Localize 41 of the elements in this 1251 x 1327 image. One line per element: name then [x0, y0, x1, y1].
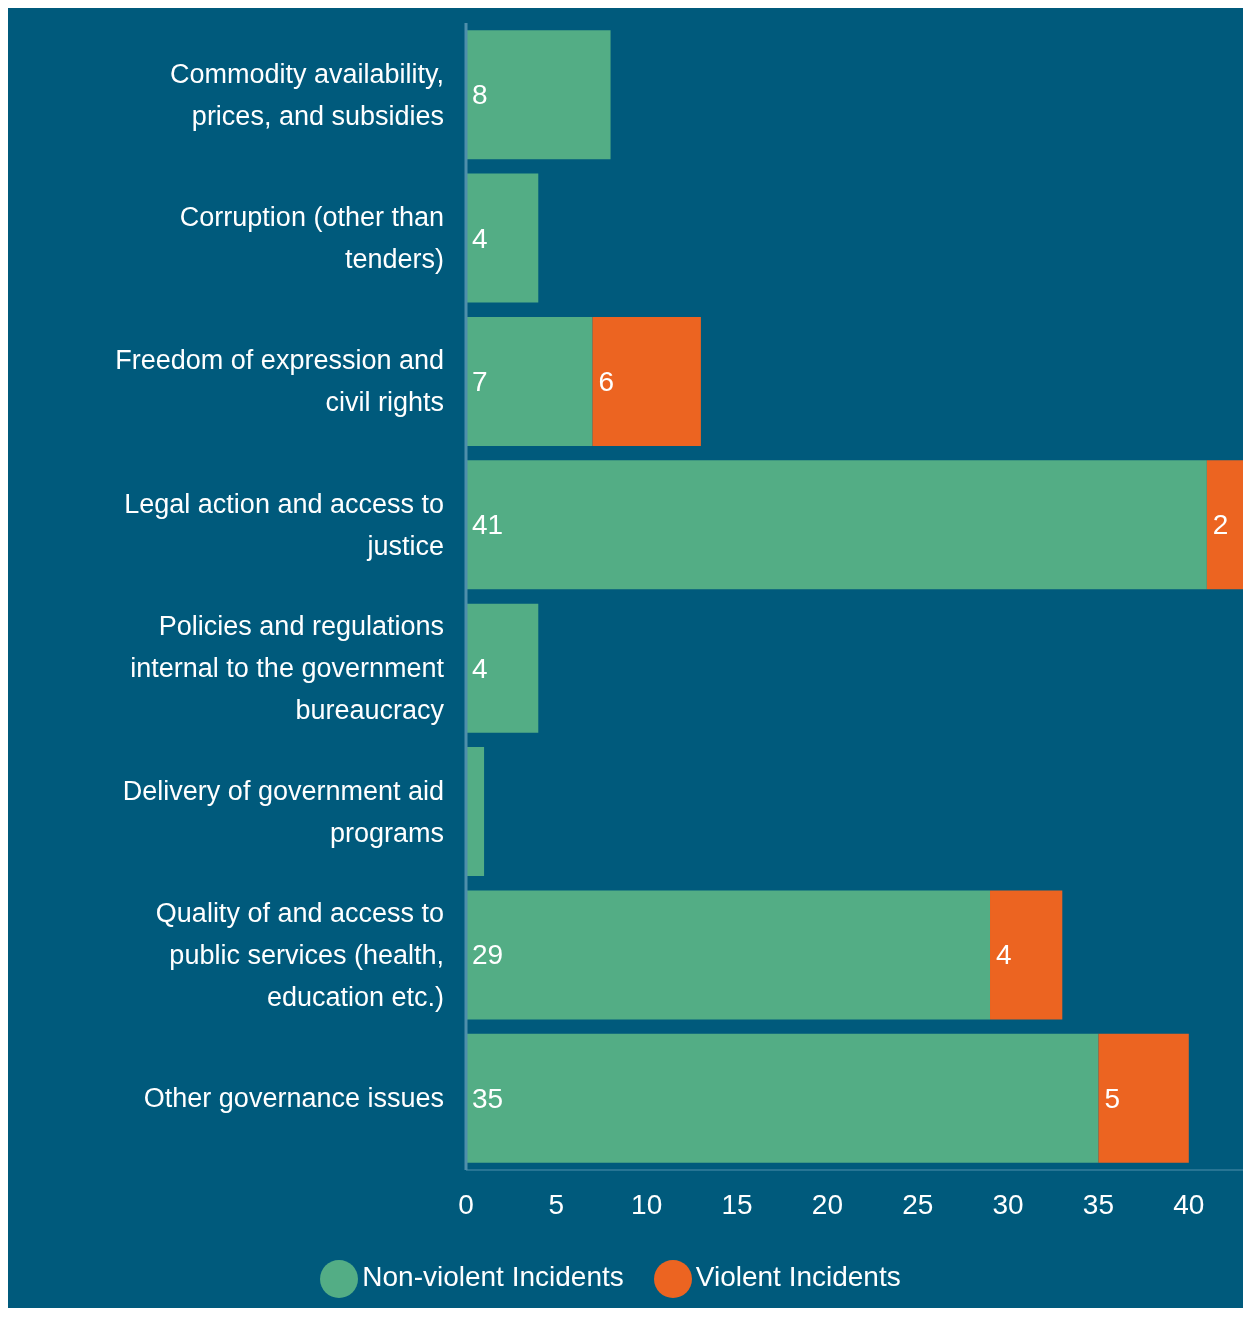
- data-label: 5: [1104, 1082, 1121, 1114]
- data-label: 41: [472, 509, 504, 541]
- y-tick-label: Corruption (other than tenders): [179, 202, 444, 275]
- x-tick-label: 25: [902, 1188, 934, 1220]
- x-tick-label: 0: [458, 1188, 474, 1220]
- y-tick-label: Freedom of expression and civil rights: [115, 345, 444, 418]
- data-label: 4: [472, 222, 488, 254]
- x-tick-label: 5: [548, 1188, 565, 1220]
- data-label: 8: [472, 79, 488, 111]
- bar: [1098, 1033, 1189, 1163]
- y-tick-label: Commodity availability, prices, and subsidies: [169, 58, 444, 131]
- bar: [466, 460, 1207, 590]
- legend-label: Non-violent Incidents: [362, 1261, 624, 1293]
- bar: [466, 316, 593, 446]
- x-tick-label: 35: [1082, 1188, 1115, 1220]
- bar: [990, 890, 1063, 1020]
- x-tick-label: 10: [631, 1188, 663, 1220]
- y-tick-label: Policies and regulations internal to the government bureaucracy: [130, 611, 445, 726]
- data-label: 29: [472, 939, 504, 971]
- bar: [592, 316, 701, 446]
- y-tick-label: Quality of and access to public services (health, education etc.): [155, 897, 444, 1012]
- x-tick-label: 40: [1173, 1188, 1205, 1220]
- data-label: 35: [472, 1082, 504, 1114]
- data-label: 7: [472, 365, 488, 397]
- legend-label: Violent Incidents: [695, 1261, 901, 1293]
- data-label: 2: [1212, 509, 1229, 541]
- x-tick-label: 20: [811, 1188, 843, 1220]
- bar: [466, 890, 991, 1020]
- data-label: 4: [996, 939, 1012, 971]
- y-tick-label: Legal action and access to justice: [124, 488, 444, 561]
- y-tick-label: Delivery of government aid programs: [122, 775, 444, 848]
- bar: [1206, 460, 1243, 590]
- bar: [466, 173, 539, 303]
- data-label: 4: [472, 652, 488, 684]
- bar: [466, 30, 611, 160]
- y-tick-label: Other governance issues: [143, 1083, 444, 1114]
- bar: [466, 1033, 1099, 1163]
- bar: [466, 603, 539, 733]
- x-tick-label: 15: [721, 1188, 753, 1220]
- x-tick-label: 30: [992, 1188, 1024, 1220]
- data-label: 6: [598, 365, 615, 397]
